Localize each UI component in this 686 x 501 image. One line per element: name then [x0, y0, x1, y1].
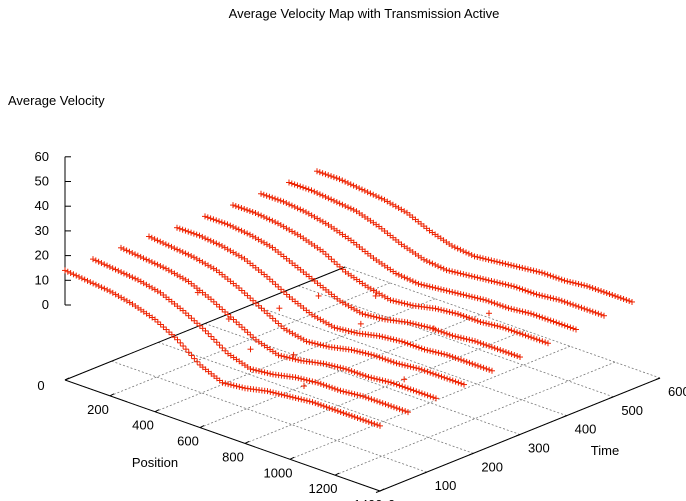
- x-axis-line: [64, 379, 381, 492]
- z-tick-label: 30: [35, 223, 49, 238]
- y-tick-label: 300: [528, 441, 550, 456]
- x-tick-mark: [199, 425, 205, 429]
- y-tick-mark: [655, 377, 661, 380]
- x-tick-mark: [64, 377, 70, 381]
- y-tick-label: 200: [481, 459, 503, 474]
- x-tick-label: 0: [37, 378, 44, 393]
- y-axis-label: Time: [591, 443, 619, 458]
- x-tick-mark: [379, 488, 385, 492]
- y-tick-mark: [562, 415, 567, 418]
- y-tick-mark: [422, 471, 427, 475]
- x-tick-mark: [334, 472, 340, 476]
- y-tick-mark: [515, 434, 521, 437]
- back-x-edge: [64, 266, 346, 381]
- x-tick-label: 800: [222, 449, 244, 464]
- z-tick-label: 60: [35, 149, 49, 164]
- z-tick-label: 0: [42, 297, 49, 312]
- z-axis-label: Average Velocity: [8, 93, 105, 108]
- grid-line-x: [244, 330, 526, 444]
- y-tick-label: 100: [435, 478, 457, 493]
- y-tick-label: 400: [575, 422, 597, 437]
- z-tick-label: 10: [35, 272, 49, 287]
- y-tick-label: 0: [388, 497, 395, 501]
- y-tick-mark: [469, 452, 474, 456]
- y-tick-mark: [609, 396, 614, 399]
- grid-line-y: [158, 341, 474, 454]
- x-tick-mark: [244, 440, 250, 444]
- y-tick-label: 600: [668, 384, 686, 399]
- z-tick-label: 40: [35, 198, 49, 213]
- chart-title: Average Velocity Map with Transmission A…: [229, 6, 500, 21]
- x-tick-label: 1200: [309, 481, 338, 496]
- x-tick-mark: [109, 393, 115, 397]
- x-tick-label: 1400: [354, 497, 383, 501]
- y-tick-mark: [375, 490, 381, 493]
- y-tick-label: 500: [621, 403, 643, 418]
- x-tick-mark: [289, 456, 295, 460]
- x-tick-mark: [154, 409, 160, 413]
- z-tick-label: 50: [35, 174, 49, 189]
- x-tick-label: 200: [87, 402, 109, 417]
- z-tick-label: 20: [35, 248, 49, 263]
- x-tick-label: 400: [132, 418, 154, 433]
- x-tick-label: 1000: [264, 465, 293, 480]
- x-axis-label: Position: [132, 455, 178, 470]
- data-points: [62, 168, 635, 429]
- x-tick-label: 600: [177, 434, 199, 449]
- axes: 2004006008001000120014000010020030040050…: [35, 149, 686, 501]
